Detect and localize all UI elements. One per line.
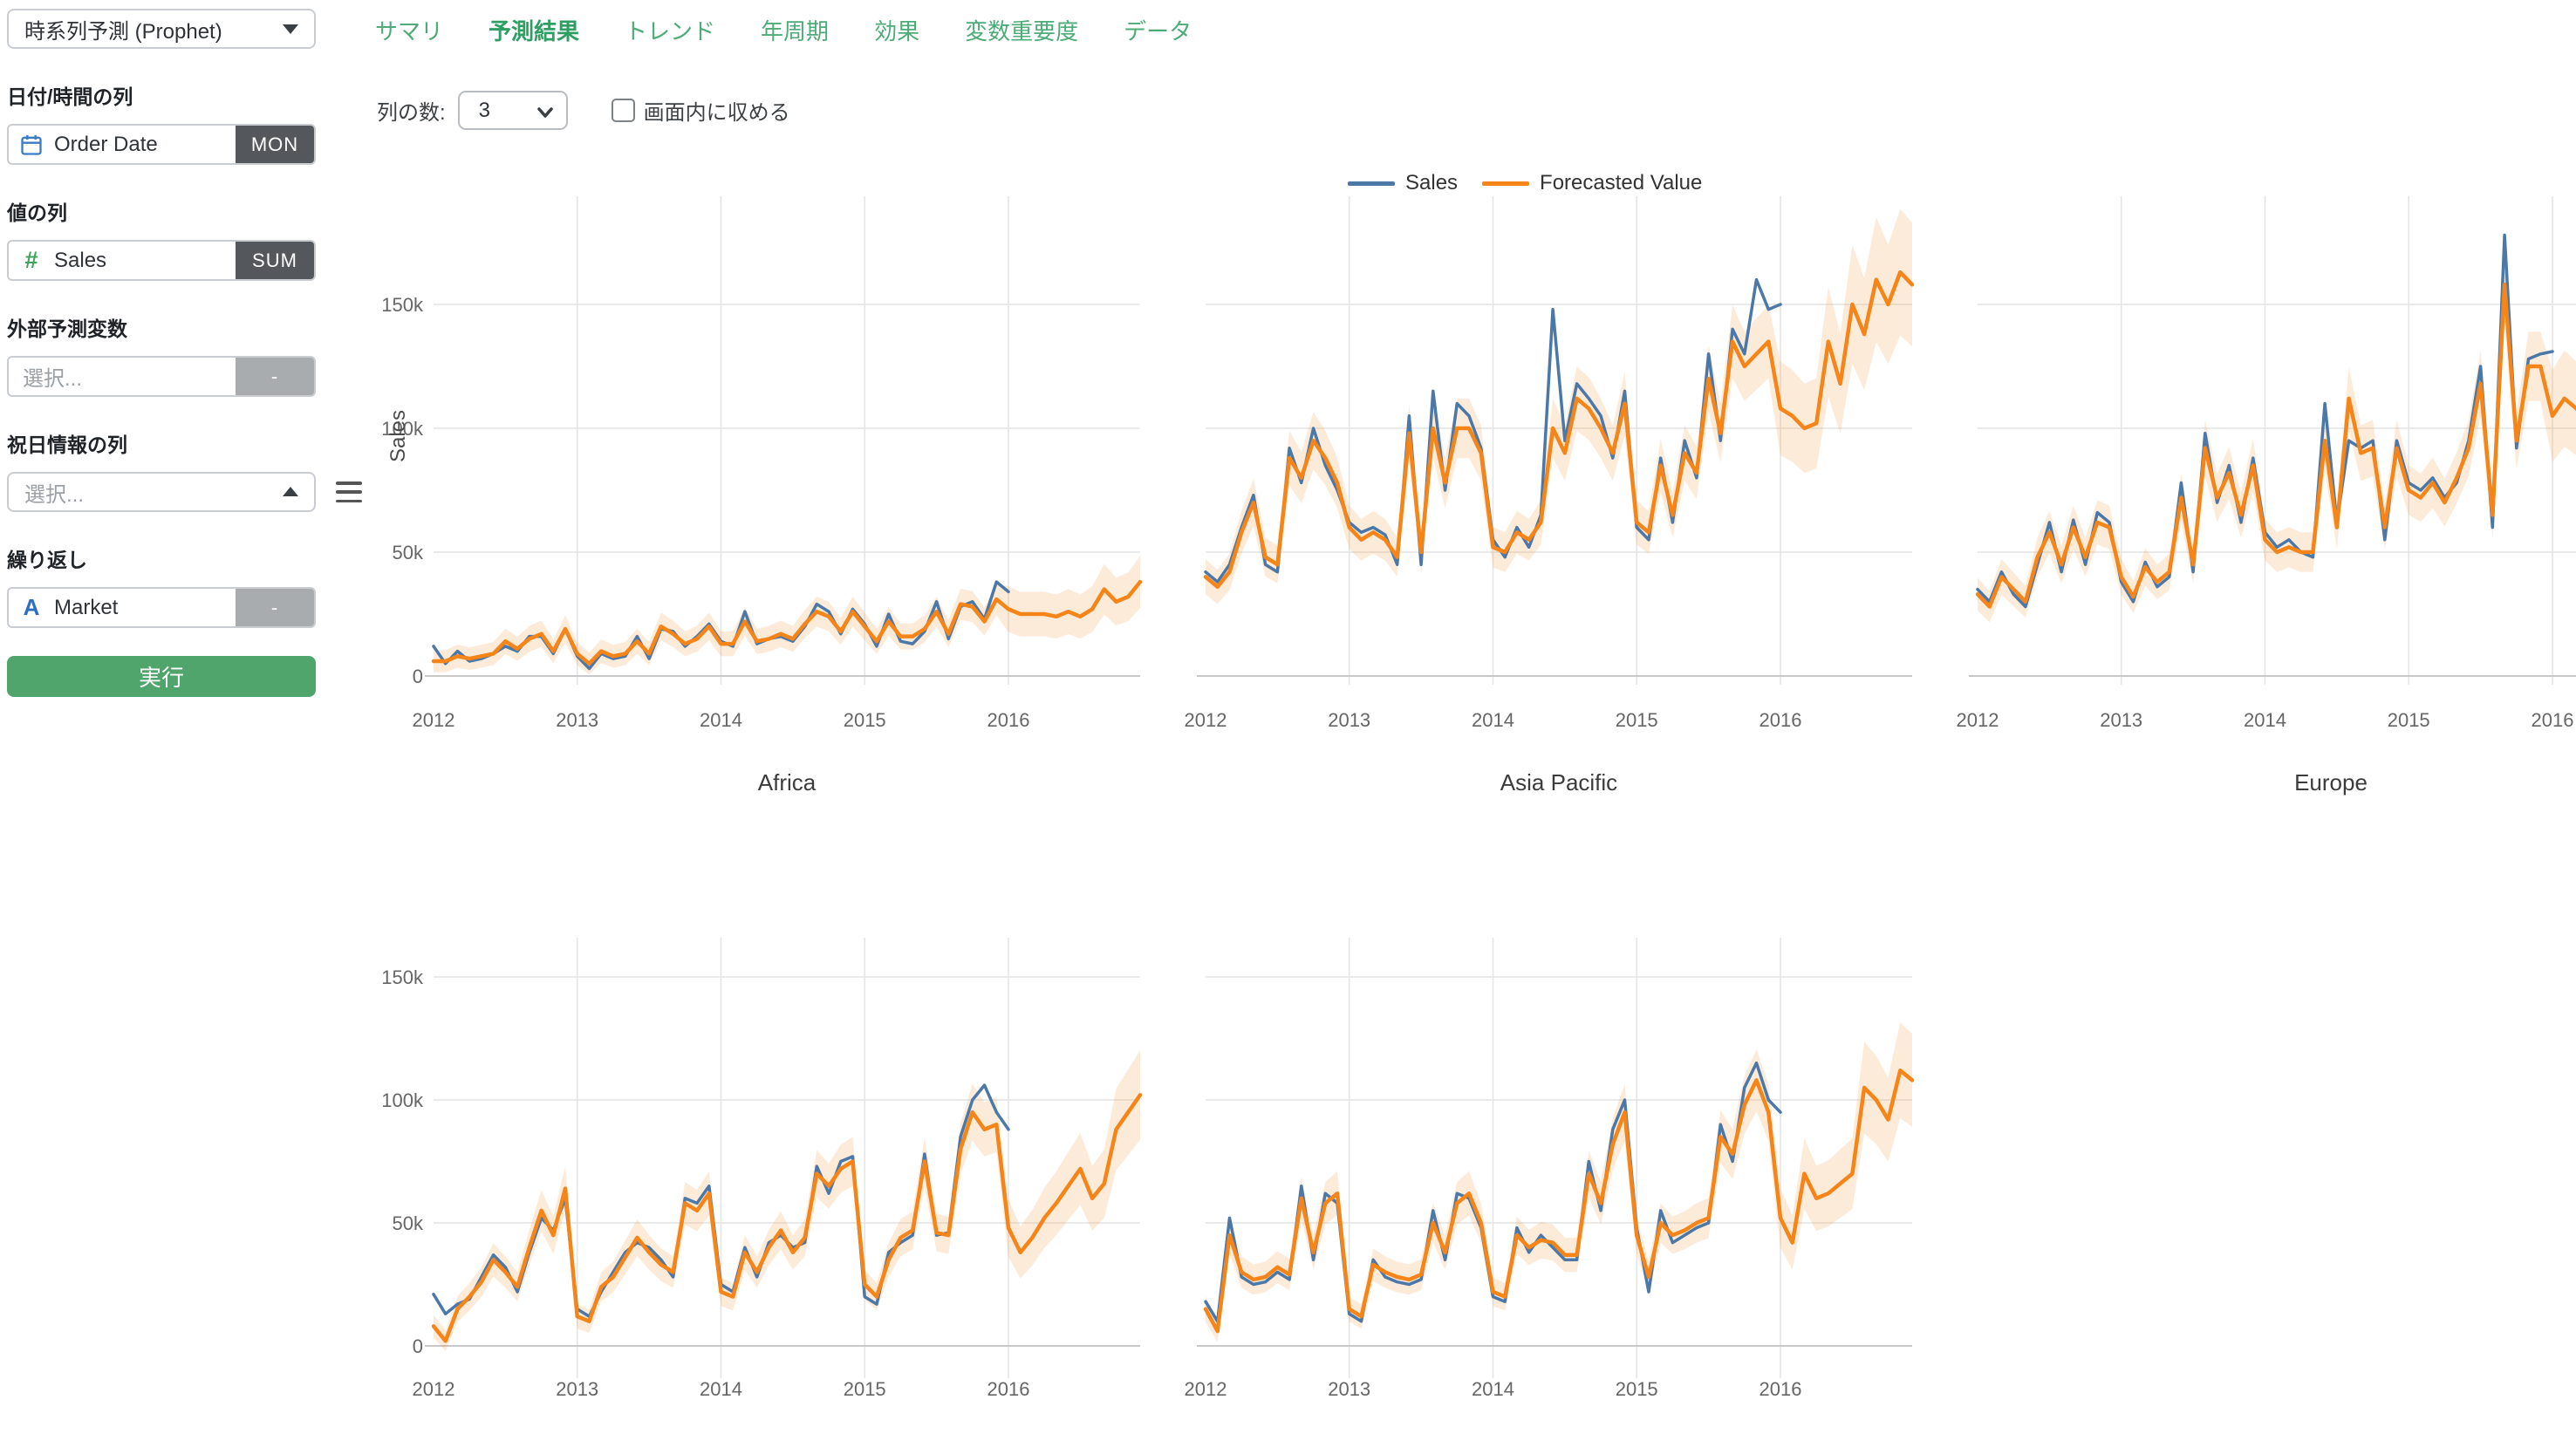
sidebar: 時系列予測 (Prophet) 日付/時間の列 Order Date MON 値…: [7, 9, 316, 697]
value-field-label: 値の列: [7, 201, 67, 224]
chevron-down-icon: [536, 107, 553, 118]
date-field[interactable]: Order Date MON: [7, 124, 316, 165]
svg-text:100k: 100k: [381, 418, 424, 440]
columns-count-label: 列の数:: [377, 101, 446, 125]
chart-row1-col1: 2012 2013 2014 2015 2016: [1185, 938, 1915, 1400]
svg-text:2012: 2012: [1185, 1378, 1227, 1400]
holiday-field-select[interactable]: 選択...: [7, 472, 316, 512]
tab-trend[interactable]: トレンド: [625, 18, 716, 44]
tab-effects[interactable]: 効果: [874, 18, 920, 44]
svg-text:150k: 150k: [381, 294, 424, 316]
svg-text:2013: 2013: [2100, 709, 2142, 731]
date-field-label: 日付/時間の列: [7, 85, 133, 108]
svg-text:Asia Pacific: Asia Pacific: [1500, 769, 1617, 796]
date-aggregation-badge[interactable]: MON: [236, 126, 314, 163]
tab-data[interactable]: データ: [1124, 18, 1192, 44]
repeat-field-value: Market: [54, 595, 119, 619]
svg-text:100k: 100k: [381, 1089, 424, 1111]
chart-africa: 2012 2013 2014 2015 2016 0 50k 100k 150k Sales Afr…: [381, 196, 1143, 796]
svg-text:2014: 2014: [1472, 709, 1514, 731]
holiday-field-placeholder: 選択...: [24, 482, 85, 507]
chart-europe: 2012 2013 2014 2015 2016 Europe: [1957, 196, 2576, 796]
svg-text:150k: 150k: [381, 966, 424, 988]
chevron-up-icon: [283, 487, 298, 496]
fit-screen-checkbox[interactable]: [611, 99, 635, 122]
tab-yearly-seasonality[interactable]: 年周期: [761, 18, 830, 44]
legend-label-sales: Sales: [1405, 171, 1459, 195]
svg-text:2013: 2013: [1328, 1378, 1370, 1400]
forecast-line-swatch: [1482, 181, 1530, 186]
number-icon: #: [24, 247, 38, 273]
fit-screen-label: 画面内に収める: [643, 101, 790, 125]
regressor-field-label: 外部予測変数: [7, 318, 127, 340]
svg-text:2016: 2016: [987, 709, 1030, 731]
sales-line-swatch: [1348, 181, 1395, 186]
svg-text:2012: 2012: [1957, 709, 1999, 731]
chart-row1-col0: 2012 2013 2014 2015 2016 0 50k 100k 150k: [381, 938, 1143, 1400]
svg-text:2015: 2015: [1616, 709, 1658, 731]
value-field-value: Sales: [54, 248, 107, 272]
svg-text:2014: 2014: [700, 1378, 742, 1400]
svg-text:2015: 2015: [844, 1378, 886, 1400]
legend-item-sales: Sales: [1348, 171, 1458, 195]
svg-text:0: 0: [413, 1335, 423, 1357]
drag-handle-icon[interactable]: [336, 481, 362, 502]
chevron-down-icon: [283, 24, 298, 34]
svg-text:2016: 2016: [987, 1378, 1030, 1400]
svg-text:2012: 2012: [413, 1378, 455, 1400]
svg-text:2015: 2015: [1616, 1378, 1658, 1400]
value-aggregation-badge[interactable]: SUM: [236, 242, 314, 279]
svg-text:2014: 2014: [700, 709, 742, 731]
chart-legend: Sales Forecasted Value: [1348, 171, 1702, 195]
repeat-aggregation-badge[interactable]: -: [236, 589, 314, 626]
calendar-icon: [9, 133, 54, 157]
value-field[interactable]: # Sales SUM: [7, 240, 316, 281]
svg-text:2016: 2016: [1759, 1378, 1802, 1400]
repeat-field-label: 繰り返し: [7, 549, 87, 571]
tab-summary[interactable]: サマリ: [375, 18, 444, 44]
model-select[interactable]: 時系列予測 (Prophet): [7, 9, 316, 49]
svg-text:Sales: Sales: [386, 410, 410, 462]
tab-bar: サマリ 予測結果 トレンド 年周期 効果 変数重要度 データ: [375, 14, 1192, 46]
regressor-field-placeholder: 選択...: [23, 367, 83, 391]
holiday-field-label: 祝日情報の列: [7, 434, 127, 456]
chart-controls: 列の数: 3 画面内に収める: [377, 91, 790, 130]
regressor-aggregation-badge[interactable]: -: [236, 358, 314, 395]
regressor-field[interactable]: 選択... -: [7, 356, 316, 397]
svg-text:2014: 2014: [1472, 1378, 1514, 1400]
columns-count-value: 3: [478, 98, 491, 122]
svg-text:2012: 2012: [1185, 709, 1227, 731]
repeat-field[interactable]: A Market -: [7, 587, 316, 628]
svg-text:50k: 50k: [393, 1212, 424, 1234]
legend-item-forecast: Forecasted Value: [1482, 171, 1702, 195]
svg-text:2015: 2015: [2388, 709, 2430, 731]
svg-text:2016: 2016: [1759, 709, 1802, 731]
svg-text:Africa: Africa: [758, 769, 817, 796]
date-field-value: Order Date: [54, 132, 158, 156]
svg-text:2013: 2013: [556, 1378, 598, 1400]
chart-asia-pacific: 2012 2013 2014 2015 2016 Asia Pacific: [1185, 196, 1915, 796]
run-button[interactable]: 実行: [7, 656, 316, 697]
columns-count-select[interactable]: 3: [457, 91, 568, 130]
svg-text:2013: 2013: [1328, 709, 1370, 731]
svg-text:2016: 2016: [2532, 709, 2574, 731]
svg-text:2013: 2013: [556, 709, 598, 731]
model-select-value: 時系列予測 (Prophet): [24, 19, 222, 44]
tab-forecast-results[interactable]: 予測結果: [489, 18, 580, 44]
svg-text:2014: 2014: [2244, 709, 2286, 731]
svg-text:2012: 2012: [413, 709, 455, 731]
svg-text:50k: 50k: [393, 542, 424, 563]
svg-text:2015: 2015: [844, 709, 886, 731]
svg-text:Europe: Europe: [2294, 769, 2368, 796]
svg-text:0: 0: [413, 666, 423, 687]
legend-label-forecast: Forecasted Value: [1540, 171, 1703, 195]
tab-variable-importance[interactable]: 変数重要度: [965, 18, 1079, 44]
text-icon: A: [23, 594, 40, 620]
